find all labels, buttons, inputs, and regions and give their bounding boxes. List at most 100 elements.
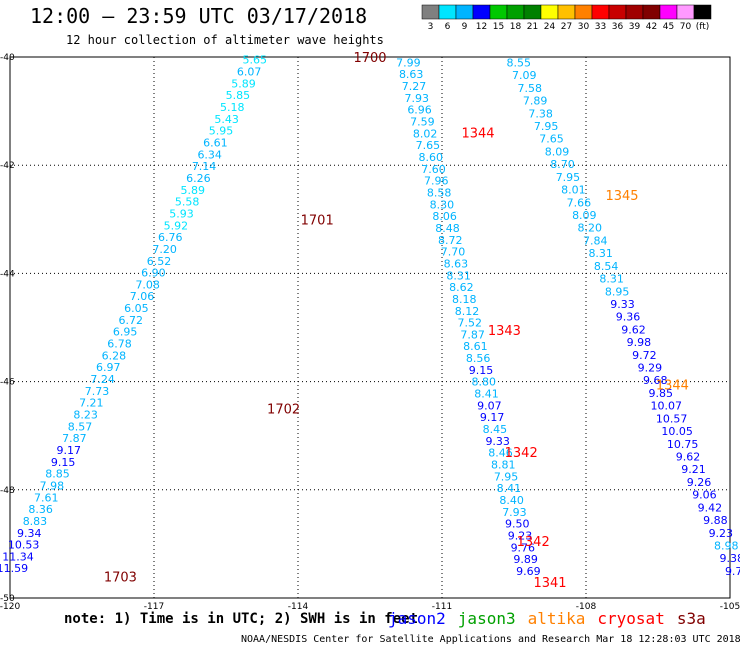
colorbar-label: 39 — [629, 22, 641, 32]
pass-number-label: 1343 — [488, 324, 521, 339]
y-tick-label: -50 — [0, 594, 15, 604]
wave-height-point: 9.15 — [469, 364, 494, 377]
wave-height-point: 7.95 — [534, 120, 559, 133]
wave-height-point: 8.31 — [599, 273, 624, 286]
colorbar-swatch — [557, 4, 576, 20]
wave-height-point: 8.45 — [483, 423, 508, 436]
wave-height-point: 6.28 — [102, 349, 127, 362]
colorbar-label: 42 — [646, 22, 657, 32]
wave-height-point: 10.07 — [650, 400, 682, 413]
pass-number-label: 1344 — [461, 127, 494, 142]
wave-height-point: 9.88 — [703, 514, 728, 527]
wave-height-point: 11.59 — [0, 562, 28, 575]
colorbar-label: 24 — [544, 22, 556, 32]
wave-height-point: 6.61 — [203, 136, 228, 149]
y-tick-label: -44 — [0, 269, 15, 279]
colorbar-swatch — [506, 4, 525, 20]
wave-height-point: 9.68 — [643, 374, 668, 387]
wave-height-point: 8.20 — [578, 222, 603, 235]
colorbar-swatch — [693, 4, 712, 20]
wave-height-point: 5.95 — [209, 125, 234, 138]
wave-height-point: 6.72 — [119, 314, 144, 327]
colorbar-swatch — [642, 4, 661, 20]
wave-height-point: 5.58 — [175, 196, 200, 209]
wave-height-point: 7.96 — [424, 175, 449, 188]
wave-height-point: 8.57 — [68, 420, 93, 433]
colorbar-label: (ft) — [696, 22, 710, 32]
wave-height-point: 7.65 — [539, 133, 564, 146]
pass-number-label: 1342 — [517, 535, 550, 550]
note-text: note: 1) Time is in UTC; 2) SWH is in fe… — [64, 611, 419, 627]
wave-height-point: 7.24 — [90, 373, 115, 386]
wave-height-point: 7.89 — [523, 95, 548, 108]
colorbar-swatch — [421, 4, 440, 20]
x-tick-label: -120 — [0, 602, 20, 612]
wave-height-point: 10.05 — [661, 425, 693, 438]
wave-height-point: 8.31 — [588, 247, 613, 260]
wave-height-point: 10.53 — [8, 539, 40, 552]
x-tick-label: -117 — [144, 602, 164, 612]
wave-height-point: 8.23 — [73, 409, 98, 422]
legend-s3a: s3a — [676, 609, 706, 628]
pass-number-label: 1701 — [301, 213, 334, 228]
wave-height-point: 7.95 — [494, 470, 519, 483]
wave-height-point: 9.23 — [508, 529, 533, 542]
wave-height-point: 5.93 — [169, 207, 194, 220]
wave-height-point: 9.29 — [638, 362, 663, 375]
wave-height-point: 9.62 — [621, 323, 646, 336]
wave-height-point: 9.34 — [17, 527, 42, 540]
colorbar-swatch — [472, 4, 491, 20]
grid-lines — [10, 57, 730, 598]
pass-number-label: 1342 — [505, 446, 538, 461]
wave-height-point: 10.57 — [656, 412, 688, 425]
wave-height-point: 7.87 — [62, 432, 87, 445]
y-tick-label: -40 — [0, 53, 15, 63]
wave-height-point: 6.07 — [237, 66, 262, 79]
pass-labels: 1700 1701 1702 1703 1344 1343 1342 1342 1341 1345… — [104, 51, 689, 591]
colorbar-label: 6 — [445, 22, 451, 32]
wave-height-point: 8.48 — [435, 222, 460, 235]
wave-height-point: 9.33 — [610, 298, 635, 311]
wave-height-point: 9.69 — [516, 565, 541, 578]
wave-height-point: 9.70 — [725, 565, 740, 578]
wave-height-point: 7.58 — [517, 82, 542, 95]
wave-height-point: 6.05 — [124, 302, 149, 315]
wave-height-point: 6.78 — [107, 338, 132, 351]
colorbar-swatch — [523, 4, 542, 20]
wave-height-point: 7.65 — [416, 139, 441, 152]
wave-height-point: 9.38 — [719, 552, 740, 565]
wave-height-point: 7.61 — [34, 491, 59, 504]
colorbar-label: 27 — [561, 22, 572, 32]
x-tick-label: -108 — [576, 602, 597, 612]
x-tick-label: -114 — [288, 602, 309, 612]
legend-cryosat: cryosat — [597, 609, 665, 628]
wave-height-values: 5.656.075.895.855.185.435.956.616.347.14… — [0, 54, 740, 578]
wave-height-point: 7.66 — [567, 196, 592, 209]
colorbar-swatch — [659, 4, 678, 20]
wave-height-point: 7.27 — [402, 80, 427, 93]
wave-height-point: 9.23 — [709, 527, 734, 540]
wave-height-point: 8.41 — [474, 388, 499, 401]
wave-height-point: 9.33 — [485, 435, 510, 448]
colorbar-swatch — [455, 4, 474, 20]
colorbar-label: 33 — [595, 22, 606, 32]
wave-height-point: 8.63 — [444, 257, 469, 270]
wave-height-point: 7.14 — [192, 160, 217, 173]
footer-credit: NOAA/NESDIS Center for Satellite Applica… — [241, 634, 740, 645]
wave-height-point: 5.85 — [226, 89, 251, 102]
wave-height-point: 8.81 — [491, 459, 516, 472]
wave-height-point: 8.85 — [45, 468, 70, 481]
wave-height-point: 9.15 — [51, 456, 76, 469]
colorbar-swatch — [540, 4, 559, 20]
colorbar-label: 9 — [462, 22, 468, 32]
legend-jason3: jason3 — [457, 609, 516, 628]
wave-height-point: 9.89 — [513, 553, 538, 566]
colorbar-swatch — [625, 4, 644, 20]
wave-height-point: 6.90 — [141, 267, 166, 280]
wave-height-point: 7.59 — [410, 116, 435, 129]
wave-height-point: 8.55 — [507, 56, 532, 69]
wave-height-point: 9.06 — [692, 489, 717, 502]
wave-height-point: 5.89 — [231, 77, 256, 90]
wave-height-point: 7.93 — [502, 506, 527, 519]
